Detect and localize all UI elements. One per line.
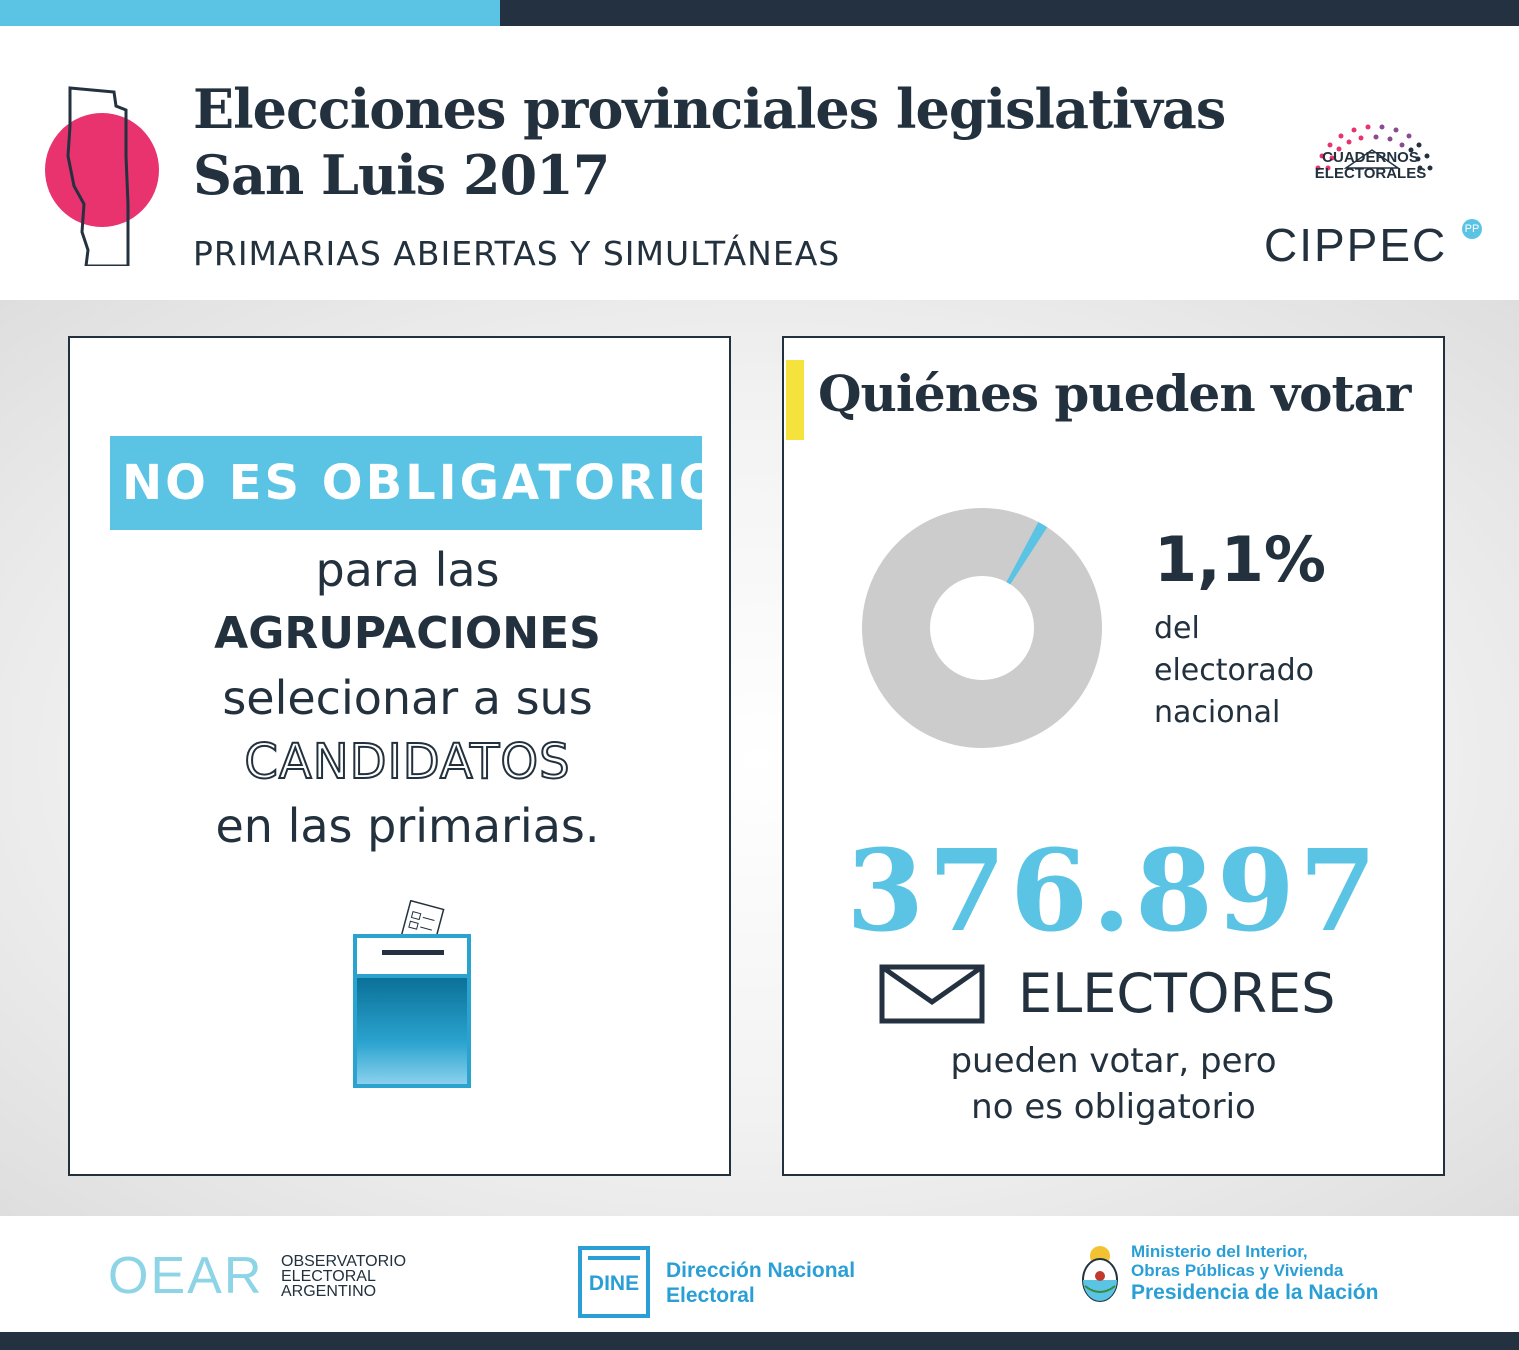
percent-caption-line-3: nacional xyxy=(1154,695,1281,730)
dine-logo-bar xyxy=(588,1256,640,1260)
ministry-line-2: Obras Públicas y Vivienda xyxy=(1131,1261,1344,1280)
footer: OEAR OBSERVATORIO ELECTORAL ARGENTINO DI… xyxy=(0,1216,1519,1332)
top-bar xyxy=(500,0,1519,26)
top-bar-accent xyxy=(0,0,500,26)
left-line-3: selecionar a sus xyxy=(222,671,593,725)
electorate-donut-chart xyxy=(862,508,1102,748)
cuadernos-electorales-logo-icon xyxy=(1315,124,1433,171)
donut-slice-percent xyxy=(1006,522,1048,585)
ministry-line-3: Presidencia de la Nación xyxy=(1131,1281,1379,1304)
electorate-percent-caption: del electorado nacional xyxy=(1154,608,1314,734)
san-luis-map-icon xyxy=(45,86,159,266)
oear-logo: OEAR xyxy=(108,1247,264,1305)
oear-line-3: ARGENTINO xyxy=(281,1283,377,1300)
oear-line-2: ELECTORAL xyxy=(281,1268,376,1285)
percent-caption-line-2: electorado xyxy=(1154,653,1314,688)
left-line-4: CANDIDATOS xyxy=(243,733,571,791)
ministry-label: Ministerio del Interior, Obras Públicas … xyxy=(1131,1242,1378,1306)
title-line-2: San Luis 2017 xyxy=(193,143,610,207)
left-line-2: AGRUPACIONES xyxy=(214,608,601,659)
cippec-mark-icon: PP xyxy=(1462,219,1482,239)
who-can-vote-title: Quiénes pueden votar xyxy=(818,364,1411,423)
left-line-5: en las primarias. xyxy=(215,799,600,853)
oear-label: OBSERVATORIO ELECTORAL ARGENTINO xyxy=(281,1253,407,1300)
dine-line-1: Dirección Nacional xyxy=(666,1259,856,1282)
right-panel: Quiénes pueden votar 1,1% del electorado… xyxy=(782,336,1445,1176)
cippec-logo: CIPPEC xyxy=(1264,219,1448,271)
not-mandatory-badge: NO ES OBLIGATORIO xyxy=(110,436,720,530)
envelope-icon xyxy=(879,964,985,1024)
cuadernos-electorales-label: CUADERNOS ELECTORALES xyxy=(1298,150,1443,182)
electors-note-line-2: no es obligatorio xyxy=(971,1087,1256,1127)
electors-note-line-1: pueden votar, pero xyxy=(950,1041,1277,1081)
dine-line-2: Electoral xyxy=(666,1284,755,1307)
electors-note: pueden votar, pero no es obligatorio xyxy=(784,1038,1443,1130)
page-subtitle: PRIMARIAS ABIERTAS Y SIMULTÁNEAS xyxy=(193,234,841,273)
electorate-percent: 1,1% xyxy=(1154,523,1326,596)
page-title: Elecciones provinciales legislativas San… xyxy=(193,76,1226,208)
electors-count: 376.897 xyxy=(846,826,1381,957)
header: Elecciones provinciales legislativas San… xyxy=(0,26,1519,300)
dine-label: Dirección Nacional Electoral xyxy=(666,1258,855,1308)
electors-label: ELECTORES xyxy=(1018,962,1336,1025)
left-panel: NO ES OBLIGATORIO para las AGRUPACIONES … xyxy=(68,336,731,1176)
left-panel-text: para las AGRUPACIONES selecionar a sus C… xyxy=(70,538,745,858)
dine-logo: DINE xyxy=(578,1246,650,1318)
title-line-1: Elecciones provinciales legislativas xyxy=(193,77,1226,141)
cuadernos-line-2: ELECTORALES xyxy=(1314,165,1427,182)
ballot-box-icon xyxy=(353,900,471,1088)
oear-line-1: OBSERVATORIO xyxy=(281,1253,407,1270)
coat-of-arms-icon xyxy=(1082,1246,1118,1302)
dine-logo-text: DINE xyxy=(588,1272,640,1295)
ministry-line-1: Ministerio del Interior, xyxy=(1131,1242,1308,1261)
percent-caption-line-1: del xyxy=(1154,611,1200,646)
title-accent-bar xyxy=(786,360,804,440)
left-line-1: para las xyxy=(315,543,500,597)
cuadernos-line-1: CUADERNOS xyxy=(1322,149,1419,166)
bottom-bar xyxy=(0,1332,1519,1350)
